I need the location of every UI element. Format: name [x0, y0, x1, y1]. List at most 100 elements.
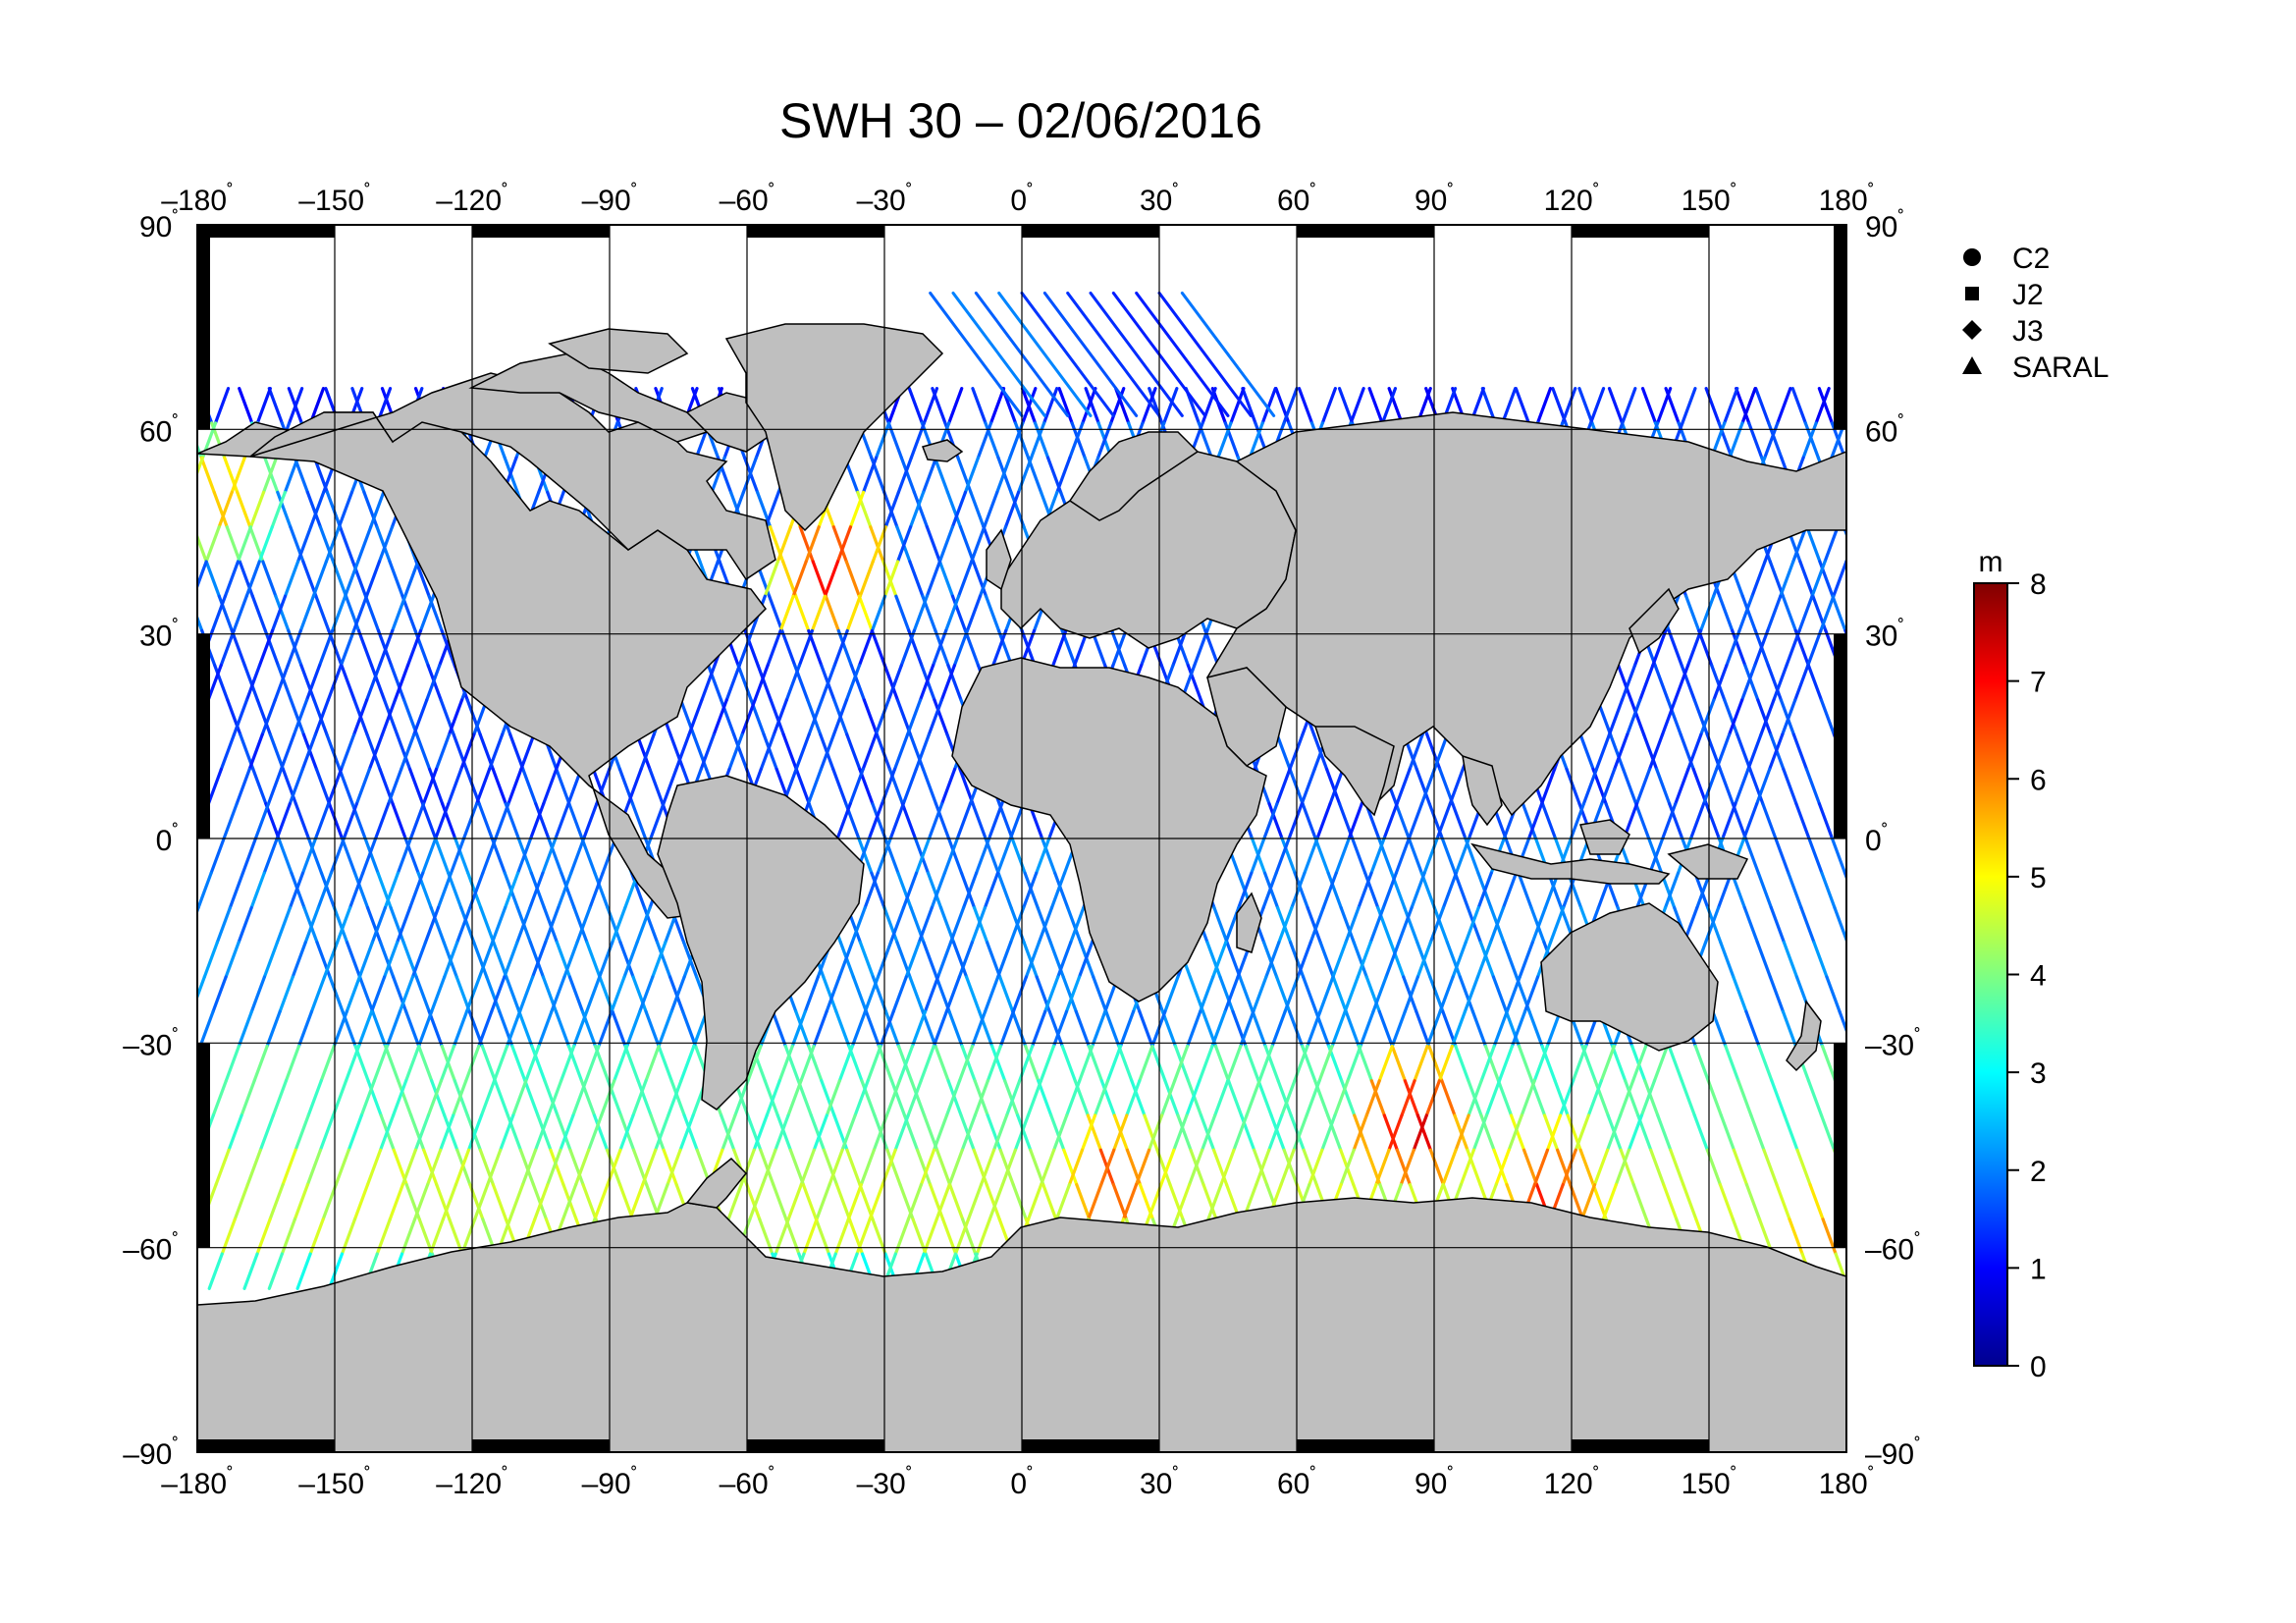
track-segment: [492, 941, 508, 979]
track-segment: [1010, 837, 1027, 875]
track-segment: [1865, 1081, 1878, 1115]
track-segment: [1922, 666, 1935, 700]
track-segment: [958, 525, 976, 564]
track-segment: [1877, 769, 1890, 803]
track-segment: [1856, 562, 1869, 596]
track-segment: [998, 1009, 1015, 1049]
track-segment: [286, 628, 302, 668]
track-segment: [339, 732, 356, 772]
track-segment: [1016, 456, 1034, 495]
track-segment: [2054, 943, 2066, 977]
track-segment: [831, 525, 848, 564]
track-segment: [1390, 1009, 1407, 1049]
track-segment: [363, 837, 380, 875]
track-segment: [264, 802, 281, 840]
track-segment: [59, 1011, 72, 1046]
track-segment: [867, 802, 884, 840]
track-segment: [1601, 1182, 1618, 1221]
track-segment: [1415, 1113, 1433, 1152]
track-segment: [274, 594, 291, 633]
track-segment: [831, 767, 848, 806]
track-segment: [409, 1113, 426, 1152]
track-segment: [1081, 387, 1097, 425]
track-segment: [845, 732, 862, 772]
track-segment: [344, 560, 360, 598]
track-segment: [2152, 1115, 2164, 1150]
track-segment: [232, 698, 249, 736]
frame-bar-segment: [197, 633, 210, 839]
track-segment: [1326, 1113, 1343, 1152]
track-segment: [955, 802, 972, 840]
track-segment: [944, 594, 961, 633]
track-segment: [764, 490, 780, 529]
track-segment: [1496, 1079, 1514, 1117]
track-segment: [858, 560, 875, 598]
track-segment: [331, 560, 348, 598]
track-segment: [857, 837, 874, 875]
track-segment: [247, 732, 264, 772]
track-segment: [1909, 630, 1922, 665]
track-segment: [262, 837, 279, 875]
track-segment: [835, 525, 853, 564]
track-segment: [519, 732, 536, 772]
track-segment: [2169, 1254, 2182, 1288]
track-segment: [1776, 387, 1792, 425]
track-segment: [97, 908, 110, 943]
track-segment: [4, 1219, 17, 1254]
track-segment: [1770, 1079, 1787, 1117]
track-segment: [1244, 1044, 1260, 1083]
track-segment: [414, 560, 431, 598]
track-segment: [287, 387, 304, 425]
track-segment: [1125, 1079, 1142, 1117]
track-segment: [1831, 594, 1846, 633]
track-segment: [15, 1047, 27, 1081]
track-segment: [1415, 767, 1431, 806]
track-segment: [845, 1148, 862, 1187]
track-segment: [356, 1009, 374, 1049]
track-segment: [1174, 1182, 1192, 1221]
track-segment: [345, 975, 361, 1013]
track-segment: [2086, 839, 2099, 873]
track-segment: [1790, 387, 1807, 425]
track-segment: [1922, 1081, 1935, 1115]
track-segment: [367, 732, 385, 772]
track-segment: [896, 871, 913, 910]
track-segment: [477, 1009, 494, 1049]
track-segment: [973, 1079, 989, 1117]
track-segment: [507, 1182, 525, 1221]
track-segment: [427, 1009, 444, 1049]
track-segment: [530, 1044, 547, 1083]
track-segment: [581, 1182, 598, 1221]
track-segment: [794, 594, 811, 633]
track-segment: [1806, 664, 1824, 702]
track-segment: [1844, 767, 1846, 773]
track-segment: [1357, 1044, 1373, 1083]
track-segment: [434, 802, 451, 840]
track-segment: [939, 664, 956, 702]
track-segment: [587, 1113, 604, 1152]
track-segment: [479, 905, 496, 945]
track-segment: [896, 456, 913, 495]
track-segment: [400, 732, 416, 772]
track-segment: [1655, 767, 1672, 806]
track-segment: [1415, 941, 1432, 979]
track-segment: [1845, 1183, 1846, 1188]
track-segment: [441, 1182, 458, 1221]
track-segment: [1475, 941, 1493, 979]
track-segment: [1548, 905, 1566, 945]
track-segment: [1616, 664, 1633, 702]
track-segment: [1775, 1182, 1791, 1221]
track-segment: [425, 664, 442, 702]
track-segment: [822, 975, 838, 1013]
track-segment: [774, 1113, 790, 1152]
track-segment: [422, 1148, 439, 1187]
track-segment: [1201, 1182, 1218, 1221]
track-segment: [554, 802, 570, 840]
track-segment: [1226, 1044, 1243, 1083]
track-segment: [1466, 905, 1483, 945]
track-segment: [1844, 557, 1846, 564]
track-segment: [1292, 1113, 1308, 1152]
track-segment: [1261, 871, 1278, 910]
track-segment: [886, 664, 903, 702]
indonesia-islands: [1470, 842, 1671, 885]
